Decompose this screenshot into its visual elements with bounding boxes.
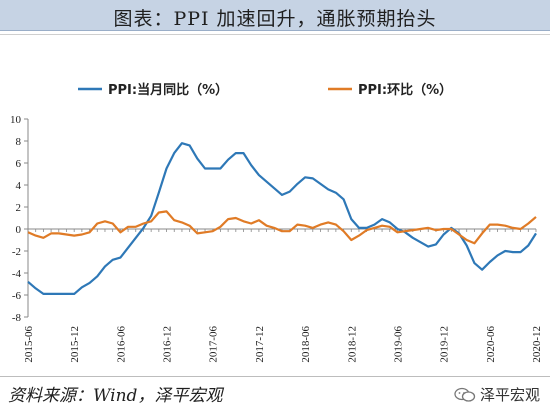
y-tick-label: -4 [12, 268, 22, 280]
x-tick-label: 2016-06 [115, 326, 127, 363]
y-tick-label: -2 [12, 246, 21, 258]
footer-divider [0, 376, 550, 377]
wechat-icon [454, 387, 476, 403]
x-tick-label: 2020-06 [485, 326, 497, 363]
series-line-2 [27, 210, 537, 245]
y-tick-label: 6 [16, 158, 22, 170]
series-line-1 [27, 142, 537, 295]
ppi-line-chart: -8 -6 -4 -2 0 2 4 6 8 10 2015-06 2015-12 2016-06 2016… [10, 82, 543, 363]
x-tick-label: 2019-06 [392, 326, 404, 363]
x-tick-label: 2015-12 [69, 326, 81, 363]
y-tick-label: -8 [12, 312, 22, 324]
x-tick-label: 2017-06 [208, 326, 220, 363]
y-tick-label: 10 [10, 114, 22, 126]
brand-watermark: 泽平宏观 [454, 384, 540, 405]
x-tick-label: 2018-06 [300, 326, 312, 363]
x-tick-label: 2020-12 [531, 326, 543, 363]
legend-label-1: PPI:当月同比（%） [108, 82, 228, 98]
title-bar: 图表：PPI 加速回升，通胀预期抬头 [0, 0, 550, 31]
x-tick-label: 2017-12 [254, 326, 266, 363]
legend-label-2: PPI:环比（%） [358, 82, 452, 98]
x-tick-label: 2019-12 [439, 326, 451, 363]
page-title: 图表：PPI 加速回升，通胀预期抬头 [113, 8, 437, 30]
brand-label: 泽平宏观 [479, 386, 540, 404]
chart-area: -8 -6 -4 -2 0 2 4 6 8 10 2015-06 2015-12 2016-06 2016… [0, 34, 550, 375]
x-tick-label: 2015-06 [23, 326, 35, 363]
y-tick-label: 4 [16, 180, 22, 192]
y-tick-label: -6 [12, 290, 22, 302]
y-tick-label: 0 [16, 224, 22, 236]
y-tick-label: 2 [16, 202, 22, 214]
y-tick-label: 8 [16, 136, 22, 148]
x-tick-label: 2016-12 [162, 326, 174, 363]
x-tick-label: 2018-12 [346, 326, 358, 363]
source-note: 资料来源：Wind，泽平宏观 [8, 386, 223, 406]
